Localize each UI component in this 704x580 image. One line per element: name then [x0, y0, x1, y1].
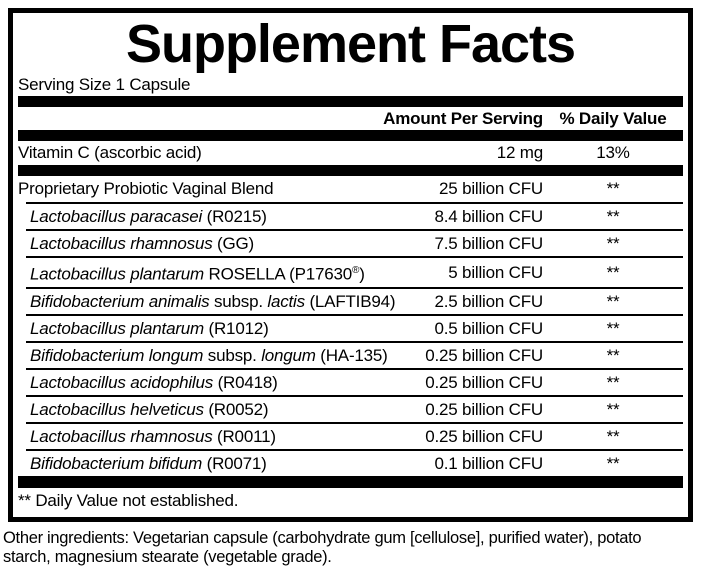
- blend-amount: 25 billion CFU: [439, 179, 543, 198]
- strain-name: Bifidobacterium bifidum (R0071): [26, 451, 373, 476]
- panel-title: Supplement Facts: [125, 14, 576, 74]
- strain-amount: 0.5 billion CFU: [434, 318, 544, 338]
- blend-row: Proprietary Probiotic Vaginal Blend 25 b…: [18, 176, 683, 202]
- strain-name-segment: Lactobacillus plantarum: [30, 264, 204, 284]
- strain-name-segment: ROSELLA (P17630: [204, 264, 353, 284]
- strain-row: Bifidobacterium longum subsp. longum (HA…: [26, 340, 683, 368]
- strain-name: Lactobacillus rhamnosus (GG): [26, 231, 373, 256]
- divider-bar-top: [18, 96, 683, 107]
- strain-amount: 8.4 billion CFU: [434, 207, 544, 226]
- strain-name: Bifidobacterium longum subsp. longum (HA…: [26, 343, 388, 368]
- column-header-row: Amount Per Serving % Daily Value: [18, 107, 683, 130]
- vitamin-c-name: Vitamin C (ascorbic acid): [18, 143, 202, 162]
- strain-row: Lactobacillus acidophilus (R0418) 0.25 bi…: [26, 367, 683, 395]
- strain-name: Bifidobacterium animalis subsp. lactis (…: [26, 289, 396, 314]
- strain-row: Lactobacillus rhamnosus (R0011) 0.25 bill…: [26, 421, 683, 449]
- strain-name-segment: (GG): [212, 234, 254, 253]
- strain-name-segment: Lactobacillus rhamnosus: [30, 426, 213, 446]
- strain-row: Lactobacillus paracasei (R0215) 8.4 billi…: [26, 202, 683, 229]
- vitamin-c-row: Vitamin C (ascorbic acid) 12 mg 13%: [18, 141, 683, 165]
- strain-row: Lactobacillus rhamnosus (GG) 7.5 billion …: [26, 229, 683, 256]
- strain-amount: 0.25 billion CFU: [425, 426, 543, 446]
- strain-amount: 2.5 billion CFU: [434, 291, 544, 311]
- strain-name-segment: subsp.: [203, 345, 262, 365]
- strain-dv: **: [606, 318, 620, 338]
- strain-dv: **: [606, 372, 620, 392]
- strain-dv: **: [606, 345, 620, 365]
- other-ingredients-line: Other ingredients: Vegetarian capsule (c…: [3, 528, 642, 547]
- strain-name-segment: (R0052): [203, 399, 269, 419]
- strain-name-segment: ®: [352, 265, 360, 276]
- blend-name: Proprietary Probiotic Vaginal Blend: [18, 179, 274, 198]
- strain-dv: **: [606, 262, 620, 282]
- blend-dv: **: [606, 179, 620, 198]
- strain-name: Lactobacillus acidophilus (R0418): [26, 370, 373, 395]
- strain-name-segment: Lactobacillus plantarum: [30, 318, 204, 338]
- strain-name: Lactobacillus rhamnosus (R0011): [26, 424, 373, 449]
- strain-dv: **: [606, 399, 620, 419]
- vitamin-c-dv: 13%: [596, 143, 630, 162]
- strain-name-segment: (R1012): [204, 318, 269, 338]
- strain-name: Lactobacillus helveticus (R0052): [26, 397, 373, 422]
- divider-bar-footnote: [18, 475, 683, 488]
- strain-name-segment: (R0215): [202, 207, 267, 226]
- strain-name-segment: Lactobacillus paracasei: [30, 207, 203, 226]
- strain-name-segment: subsp.: [209, 291, 268, 311]
- strain-row: Bifidobacterium animalis subsp. lactis (…: [26, 286, 683, 314]
- strain-row: Lactobacillus plantarum ROSELLA (P17630®…: [26, 256, 683, 287]
- strain-name-segment: (R0011): [212, 426, 276, 446]
- strain-name-segment: (HA-135): [315, 345, 388, 365]
- strain-name-segment: (LAFTIB94): [304, 291, 396, 311]
- strain-name-segment: Lactobacillus acidophilus: [30, 372, 214, 392]
- strain-dv: **: [606, 426, 620, 446]
- divider-bar-header: [18, 130, 683, 141]
- supplement-facts-panel: Supplement Facts Serving Size 1 Capsule …: [8, 8, 693, 522]
- divider-bar-blend: [18, 165, 683, 176]
- strain-dv: **: [606, 291, 620, 311]
- strain-dv: **: [606, 207, 620, 226]
- strain-name-segment: (R0418): [213, 372, 278, 392]
- strain-name-segment: longum: [261, 345, 316, 365]
- vitamin-c-amount: 12 mg: [496, 143, 543, 162]
- strain-name-segment: ): [359, 264, 365, 284]
- strain-name-segment: (R0071): [202, 453, 267, 473]
- strain-name-segment: Bifidobacterium longum: [30, 345, 204, 365]
- serving-size: Serving Size 1 Capsule: [18, 75, 191, 94]
- strain-amount: 0.25 billion CFU: [425, 345, 543, 365]
- other-ingredients: Other ingredients: Vegetarian capsule (c…: [3, 529, 704, 567]
- strain-amount: 0.25 billion CFU: [425, 399, 543, 419]
- strain-name-segment: Bifidobacterium animalis: [30, 291, 210, 311]
- strain-name: Lactobacillus plantarum ROSELLA (P17630®…: [26, 258, 373, 287]
- strain-rows: Lactobacillus paracasei (R0215) 8.4 billi…: [18, 202, 683, 476]
- other-ingredients-line: starch, magnesium stearate (vegetable gr…: [3, 547, 332, 566]
- daily-value-header: % Daily Value: [559, 109, 667, 128]
- strain-name-segment: lactis: [267, 291, 305, 311]
- strain-amount: 0.25 billion CFU: [425, 372, 543, 392]
- strain-name-segment: Lactobacillus helveticus: [30, 399, 204, 419]
- strain-amount: 0.1 billion CFU: [434, 453, 544, 473]
- strain-dv: **: [606, 453, 620, 473]
- strain-name: Lactobacillus paracasei (R0215): [26, 204, 373, 229]
- strain-name-segment: Bifidobacterium bifidum: [30, 453, 203, 473]
- strain-row: Bifidobacterium bifidum (R0071) 0.1 billi…: [26, 448, 683, 476]
- amount-per-serving-header: Amount Per Serving: [383, 109, 543, 128]
- strain-amount: 5 billion CFU: [448, 262, 543, 282]
- strain-row: Lactobacillus helveticus (R0052) 0.25 bil…: [26, 394, 683, 422]
- strain-row: Lactobacillus plantarum (R1012) 0.5 billi…: [26, 313, 683, 341]
- strain-dv: **: [606, 234, 620, 253]
- strain-name: Lactobacillus plantarum (R1012): [26, 316, 373, 341]
- strain-amount: 7.5 billion CFU: [434, 234, 544, 253]
- daily-value-footnote: ** Daily Value not established.: [18, 490, 239, 510]
- strain-name-segment: Lactobacillus rhamnosus: [30, 234, 213, 253]
